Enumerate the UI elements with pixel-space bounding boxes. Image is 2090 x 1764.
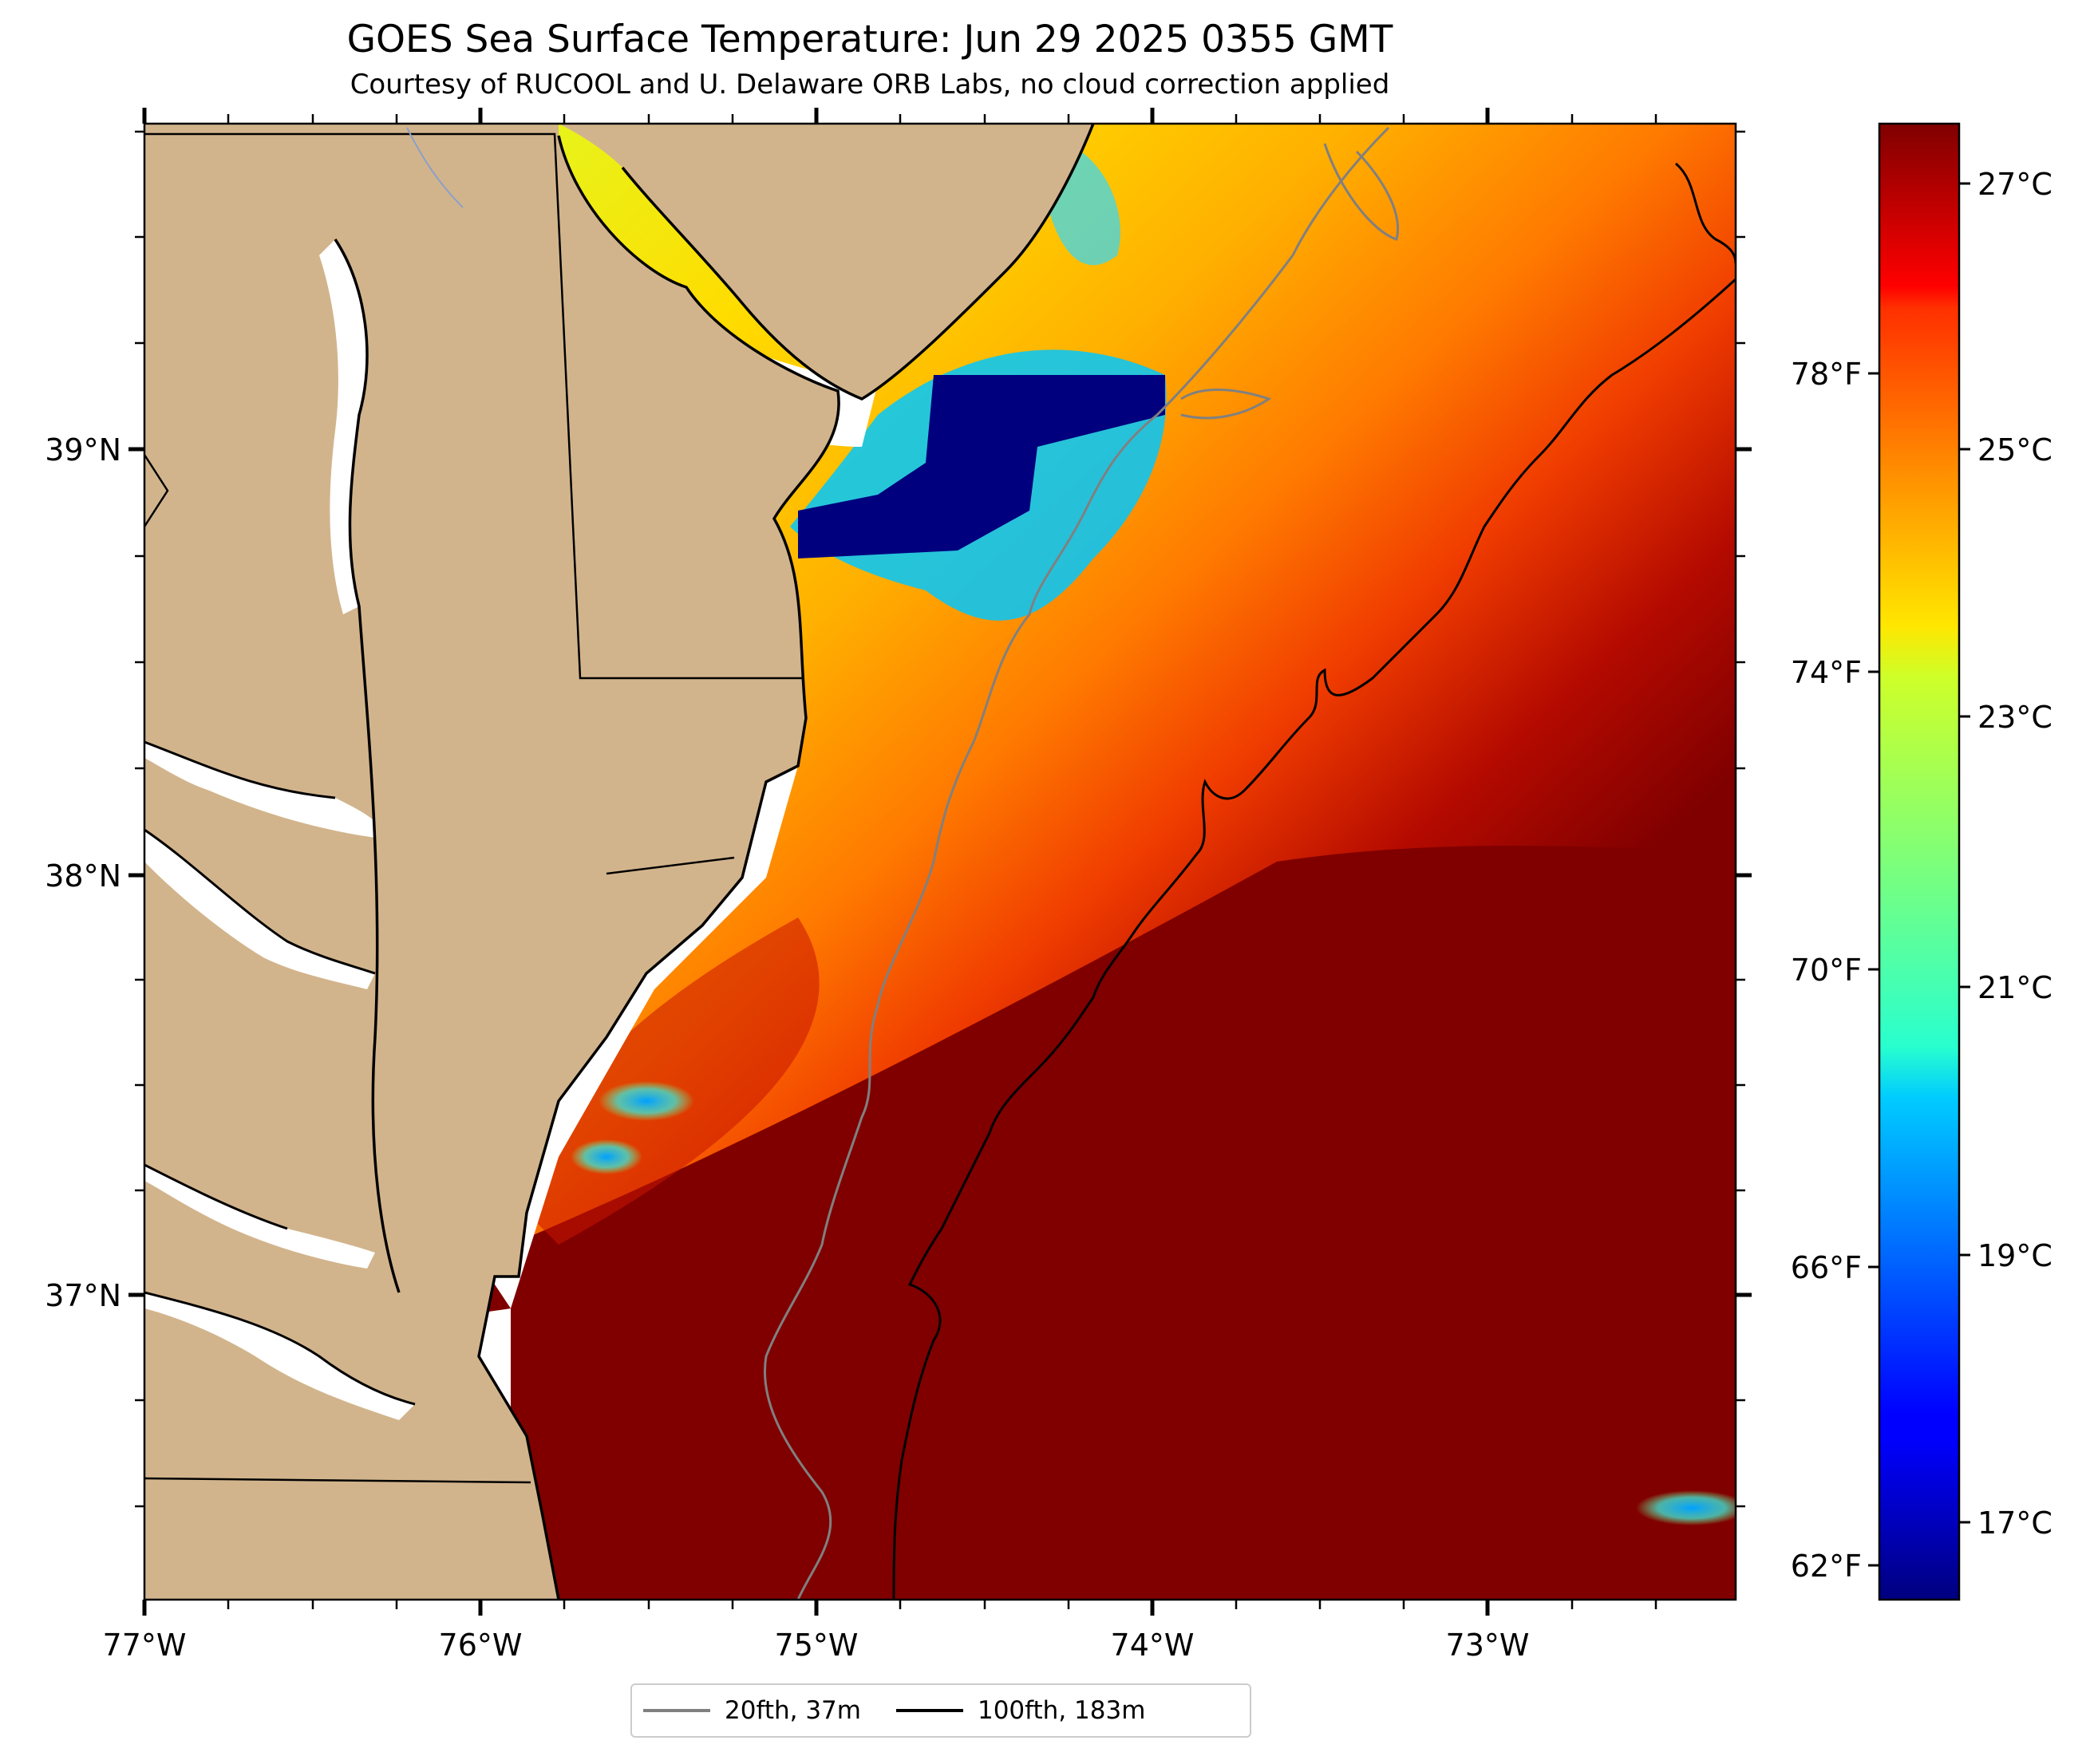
isobath-20fth-shoal-2 [1180,389,1272,420]
legend-item-100fth: 100fth, 183m [895,1696,1146,1725]
colorbar-label-23c: 23°C [1977,700,2052,735]
coastline-rivers [144,740,416,1406]
isobath-20fth [764,126,1390,1600]
colorbar-label-17c: 17°C [1977,1506,2052,1541]
border-md-va [606,856,735,875]
colorbar-label-74f: 74°F [1791,655,1862,690]
inlet-james [144,1165,375,1269]
isobath-20fth-shoal [1323,143,1399,241]
colorbar-celsius-ticks [1959,182,1970,1524]
map-title: GOES Sea Surface Temperature: Jun 29 202… [346,18,1393,61]
legend-label-20fth: 20fth, 37m [725,1696,861,1725]
inlet-upper-bay [319,239,367,614]
cool-patch-va-1 [599,1081,694,1121]
colorbar-label-62f: 62°F [1791,1549,1862,1584]
colorbar-label-78f: 78°F [1791,357,1862,392]
legend-label-100fth: 100fth, 183m [977,1696,1146,1725]
river-susquehanna [406,127,464,208]
coastline-new-jersey [621,124,1095,401]
lon-minor-ticks [227,114,1657,1609]
colorbar [1878,122,1961,1601]
lon-label-77w: 77°W [103,1628,187,1663]
lat-label-38n: 38°N [45,858,121,894]
isobath-legend: 20fth, 37m 100fth, 183m [630,1683,1251,1738]
inlet-norfolk [144,1292,415,1420]
colorbar-fahrenheit-ticks [1868,372,1879,1567]
isobath-100fth-ne [1675,162,1736,264]
warm-water-region [511,846,1736,1600]
land-new-jersey [559,124,1093,399]
lat-major-ticks [128,447,1752,1297]
lon-label-74w: 74°W [1111,1628,1195,1663]
coastline-delmarva [477,135,840,1600]
border-md-de-pa [144,132,802,680]
inlet-potomac [144,742,375,838]
lon-label-73w: 73°W [1446,1628,1530,1663]
lon-label-76w: 76°W [439,1628,523,1663]
coastline-chesapeake [334,239,401,1293]
map-subtitle: Courtesy of RUCOOL and U. Delaware ORB L… [350,69,1390,101]
lat-label-39n: 39°N [45,432,121,468]
inlet-rappahannock [144,830,375,989]
colorbar-label-19c: 19°C [1977,1238,2052,1273]
border-west [144,454,169,527]
border-va-nc [144,1477,531,1484]
colorbar-label-66f: 66°F [1791,1250,1862,1285]
legend-line-gray [643,1709,710,1712]
cool-patch-se [1636,1490,1736,1525]
legend-item-20fth: 20fth, 37m [643,1696,861,1725]
colorbar-label-25c: 25°C [1977,432,2052,468]
colorbar-label-27c: 27°C [1977,167,2052,202]
colorbar-label-70f: 70°F [1791,953,1862,988]
lon-label-75w: 75°W [775,1628,859,1663]
colorbar-label-21c: 21°C [1977,970,2052,1005]
lon-major-ticks [142,108,1490,1616]
cold-plume [798,375,1165,558]
land-western [144,124,840,1600]
cool-patch-va-2 [571,1139,642,1174]
lat-minor-ticks [135,130,1745,1508]
isobath-100fth [892,278,1736,1600]
legend-line-black [895,1709,963,1712]
map-frame [143,122,1737,1601]
lat-label-37n: 37°N [45,1278,121,1313]
